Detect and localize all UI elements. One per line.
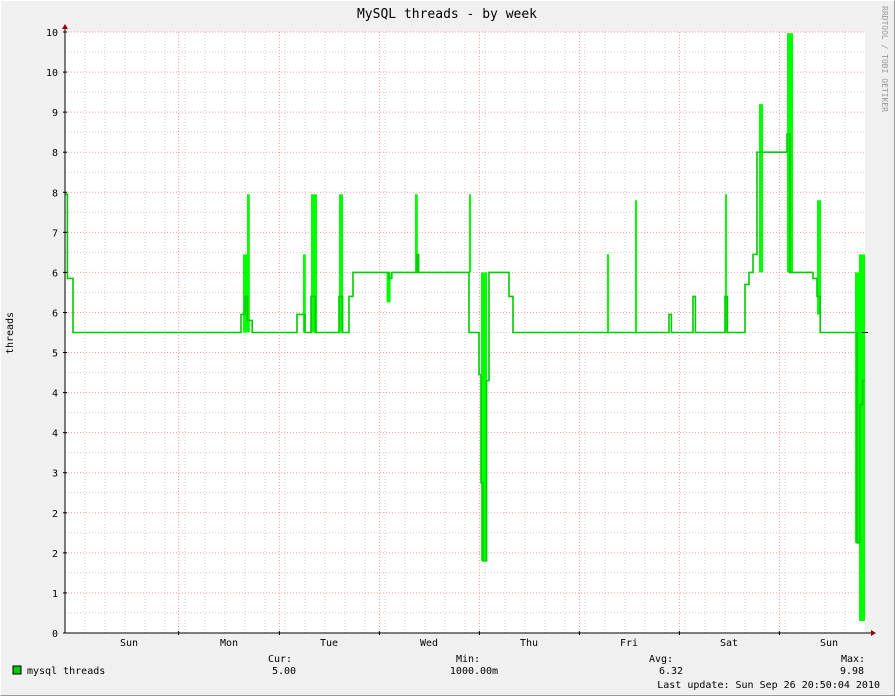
- y-tick-label: 0: [52, 629, 58, 640]
- legend-max-label: Max:: [841, 654, 865, 665]
- y-tick-label: 1: [52, 589, 58, 600]
- y-tick-label: 4: [52, 429, 58, 440]
- x-tick-label: Sat: [720, 638, 738, 649]
- legend-series-name: mysql threads: [27, 666, 105, 677]
- legend-swatch: [12, 665, 22, 675]
- last-update: Last update: Sun Sep 26 20:50:04 2010: [657, 680, 880, 691]
- x-tick-label: Tue: [320, 638, 338, 649]
- legend-min-label: Min:: [456, 654, 480, 665]
- max-spike: [415, 194, 418, 273]
- max-spike: [247, 194, 250, 333]
- legend-min-value: 1000.00m: [450, 666, 498, 677]
- max-spike: [607, 254, 609, 333]
- max-spike: [481, 272, 487, 561]
- y-tick-label: 6: [52, 308, 58, 319]
- legend-cur-value: 5.00: [272, 666, 296, 677]
- avg-series-line: [65, 133, 865, 562]
- x-tick-label: Fri: [620, 638, 638, 649]
- legend-max-value: 9.98: [840, 666, 864, 677]
- legend-cur-label: Cur:: [268, 654, 292, 665]
- y-axis-arrow: [62, 24, 68, 29]
- y-tick-label: 5: [52, 349, 58, 360]
- y-tick-label: 2: [52, 549, 58, 560]
- x-axis-arrow: [871, 630, 876, 636]
- chart-title: MySQL threads - by week: [357, 7, 537, 22]
- x-tick-label: Thu: [520, 638, 538, 649]
- x-tick-labels: Sun Mon Tue Wed Thu Fri Sat Sun: [120, 638, 838, 649]
- max-spike: [311, 194, 317, 333]
- y-tick-label: 3: [52, 469, 58, 480]
- y-tick-label: 6: [52, 268, 58, 279]
- max-spike: [339, 194, 343, 333]
- y-tick-labels: 0 1 2 2 3 4 4 5 6 6 7 8 8 9 10 10: [46, 28, 58, 640]
- y-tick-label: 8: [52, 148, 58, 159]
- max-spike: [635, 200, 637, 333]
- axes: [62, 24, 876, 636]
- max-spike: [725, 194, 727, 333]
- y-tick-label: 7: [52, 228, 58, 239]
- rrdtool-watermark: RRDTOOL / TOBI OETIKER: [880, 6, 889, 112]
- y-axis-label: threads: [5, 312, 16, 354]
- y-tick-label: 9: [52, 108, 58, 119]
- series-layer: [65, 33, 865, 621]
- max-spike: [303, 254, 306, 333]
- max-spike: [817, 200, 821, 315]
- y-tick-label: 10: [46, 28, 58, 39]
- y-tick-label: 10: [46, 68, 58, 79]
- x-tick-label: Sun: [120, 638, 138, 649]
- x-tick-label: Sun: [820, 638, 838, 649]
- legend-avg-label: Avg:: [649, 654, 673, 665]
- max-spike: [469, 194, 471, 273]
- max-spike: [859, 254, 865, 621]
- y-tick-label: 2: [52, 509, 58, 520]
- max-spike: [243, 254, 247, 333]
- y-tick-label: 4: [52, 389, 58, 400]
- legend-avg-value: 6.32: [659, 666, 683, 677]
- x-tick-label: Mon: [220, 638, 238, 649]
- y-tick-label: 8: [52, 188, 58, 199]
- max-spike: [386, 272, 391, 303]
- x-tick-label: Wed: [420, 638, 438, 649]
- max-spike: [759, 104, 763, 273]
